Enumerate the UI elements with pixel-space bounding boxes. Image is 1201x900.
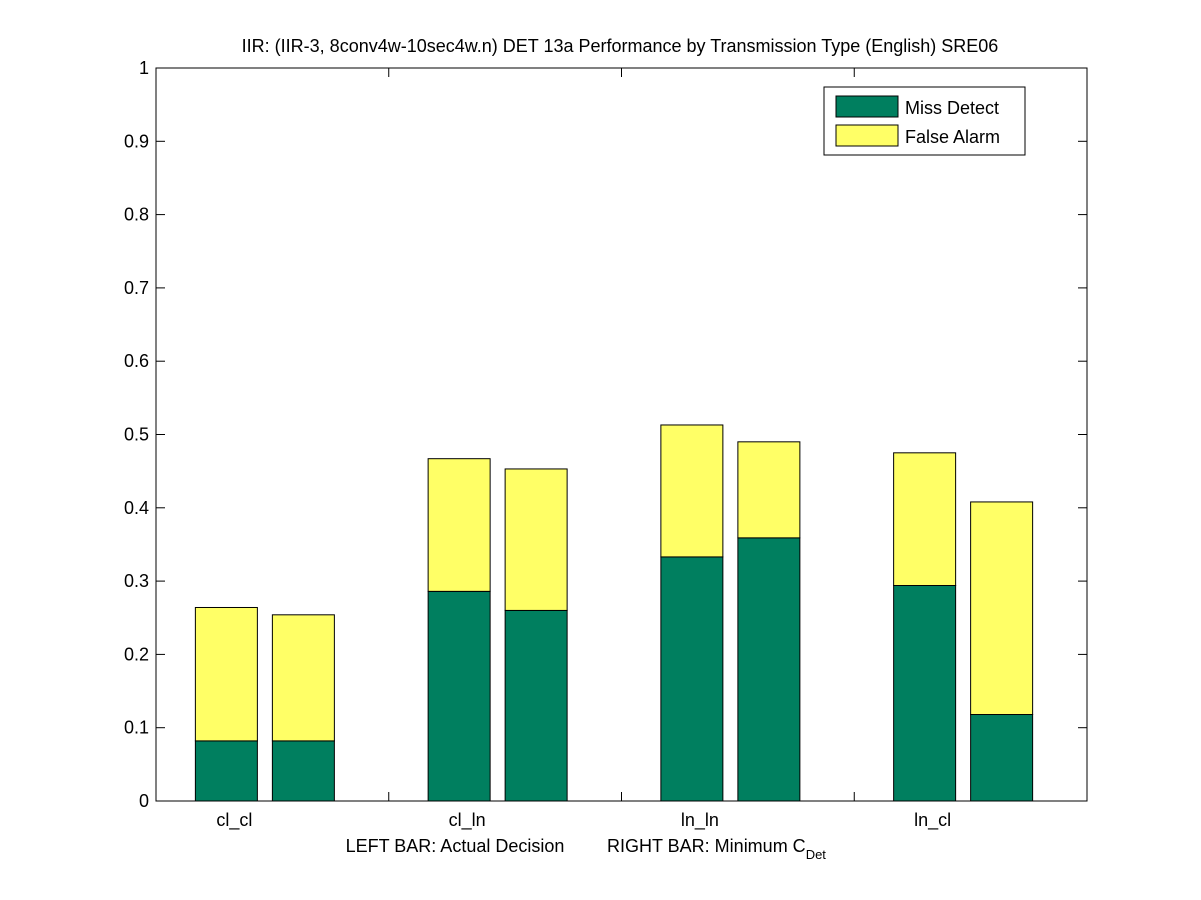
x-axis-label-right-main: RIGHT BAR: Minimum C bbox=[607, 836, 806, 856]
x-axis-label-right-sub: Det bbox=[806, 847, 827, 862]
x-axis: cl_cl cl_ln ln_ln ln_cl bbox=[216, 68, 951, 831]
x-tick-label: cl_cl bbox=[216, 810, 252, 831]
bar-miss-detect-cl_ln-minimum_cdet bbox=[504, 609, 568, 802]
y-tick-label: 0.1 bbox=[124, 718, 149, 738]
legend-swatch-false-alarm bbox=[835, 124, 899, 147]
bar-miss-detect-ln_cl-minimum_cdet bbox=[970, 714, 1034, 802]
legend-label-false-alarm: False Alarm bbox=[905, 127, 1000, 147]
legend-label-miss-detect: Miss Detect bbox=[905, 98, 999, 118]
x-tick-label: ln_cl bbox=[914, 810, 951, 831]
bar-false-alarm-ln_cl-minimum_cdet bbox=[970, 501, 1034, 716]
y-tick-label: 0.7 bbox=[124, 278, 149, 298]
bar-false-alarm-cl_ln-minimum_cdet bbox=[504, 468, 568, 611]
bar-miss-detect-ln_ln-minimum_cdet bbox=[737, 537, 801, 802]
bar-false-alarm-ln_cl-actual_decision bbox=[893, 452, 957, 586]
y-tick-label: 1 bbox=[139, 58, 149, 78]
bar-false-alarm-cl_ln-actual_decision bbox=[427, 458, 491, 592]
x-axis-label-right: RIGHT BAR: Minimum CDet bbox=[607, 836, 826, 862]
y-tick-label: 0.5 bbox=[124, 425, 149, 445]
y-tick-label: 0.6 bbox=[124, 351, 149, 371]
bar-false-alarm-cl_cl-minimum_cdet bbox=[271, 614, 335, 742]
bar-miss-detect-cl_cl-minimum_cdet bbox=[271, 740, 335, 802]
bar-miss-detect-cl_ln-actual_decision bbox=[427, 590, 491, 802]
x-axis-label-left: LEFT BAR: Actual Decision bbox=[346, 836, 565, 856]
legend: Miss Detect False Alarm bbox=[823, 86, 1026, 156]
y-axis: 0 0.1 0.2 0.3 0.4 0.5 0.6 0.7 0.8 0.9 1 bbox=[124, 58, 1087, 811]
y-tick-label: 0.4 bbox=[124, 498, 149, 518]
chart-title: IIR: (IIR-3, 8conv4w-10sec4w.n) DET 13a … bbox=[242, 36, 999, 56]
x-tick-label: ln_ln bbox=[681, 810, 719, 831]
x-tick-label: cl_ln bbox=[449, 810, 486, 831]
y-tick-label: 0 bbox=[139, 791, 149, 811]
bar-miss-detect-cl_cl-actual_decision bbox=[194, 740, 258, 802]
y-tick-label: 0.2 bbox=[124, 644, 149, 664]
legend-swatch-miss-detect bbox=[835, 95, 899, 118]
bar-miss-detect-ln_ln-actual_decision bbox=[660, 556, 724, 802]
y-tick-label: 0.9 bbox=[124, 131, 149, 151]
y-tick-label: 0.3 bbox=[124, 571, 149, 591]
bar-miss-detect-ln_cl-actual_decision bbox=[893, 584, 957, 802]
y-tick-label: 0.8 bbox=[124, 205, 149, 225]
bars bbox=[194, 424, 1034, 802]
bar-false-alarm-cl_cl-actual_decision bbox=[194, 606, 258, 742]
bar-false-alarm-ln_ln-actual_decision bbox=[660, 424, 724, 558]
bar-false-alarm-ln_ln-minimum_cdet bbox=[737, 441, 801, 539]
